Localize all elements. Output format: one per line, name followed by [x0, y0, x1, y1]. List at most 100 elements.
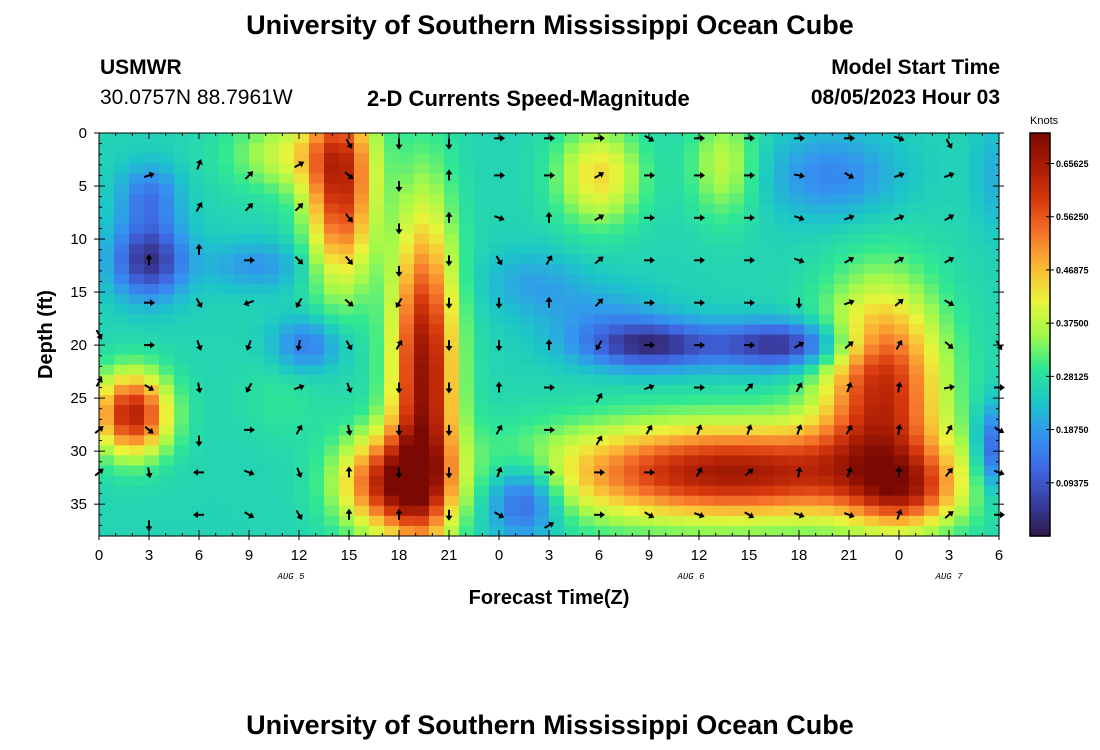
current-vector [744, 134, 755, 142]
heat-cell [744, 274, 760, 285]
heat-cell [789, 415, 805, 426]
heat-cell [819, 435, 835, 446]
heat-cell [234, 263, 250, 275]
heat-cell [354, 515, 370, 527]
heat-cell [864, 163, 880, 174]
heat-cell [384, 495, 400, 507]
heat-cell [864, 525, 880, 537]
heat-cell [489, 243, 505, 255]
heat-cell [399, 133, 415, 144]
colorbar-band [1030, 411, 1050, 416]
heat-cell [879, 223, 895, 235]
heat-cell [234, 203, 250, 215]
heat-cell [714, 183, 730, 195]
heat-cell [309, 233, 325, 245]
heat-cell [879, 354, 895, 366]
heat-cell [654, 405, 670, 416]
heat-cell [864, 334, 880, 346]
vector-head [243, 299, 250, 307]
heat-cell [924, 233, 940, 245]
heat-cell [504, 163, 520, 174]
vector-head [548, 521, 555, 528]
heat-cell [504, 314, 520, 326]
speed-heatmap [99, 133, 1000, 537]
heat-cell [189, 324, 205, 336]
current-vector [895, 466, 903, 478]
heat-cell [849, 445, 865, 456]
heat-cell [879, 324, 895, 336]
heat-cell [954, 274, 970, 285]
heat-cell [924, 525, 940, 537]
heat-cell [489, 253, 505, 265]
heat-cell [249, 213, 265, 225]
heat-cell [714, 525, 730, 537]
heat-cell [384, 425, 400, 436]
heat-cell [909, 153, 925, 164]
heat-cell [339, 243, 355, 255]
heat-cell [654, 314, 670, 326]
heat-cell [849, 505, 865, 517]
heat-cell [369, 475, 385, 487]
heat-cell [744, 515, 760, 527]
colorbar-band [1030, 431, 1050, 436]
heat-cell [669, 213, 685, 225]
heat-cell [819, 223, 835, 235]
heat-cell [324, 233, 340, 245]
current-vector [893, 171, 905, 179]
x-tick-label: 15 [741, 547, 758, 564]
heat-cell [834, 294, 850, 305]
heat-cell [114, 334, 130, 346]
heat-cell [144, 445, 160, 456]
heat-cell [144, 314, 160, 326]
heat-cell [759, 515, 775, 527]
heat-cell [279, 354, 295, 366]
heat-cell [654, 133, 670, 144]
current-vector [544, 521, 555, 529]
heat-cell [639, 334, 655, 346]
heat-cell [864, 374, 880, 386]
heat-cell [834, 455, 850, 467]
heat-cell [294, 415, 310, 426]
heat-cell [414, 405, 430, 416]
heat-cell [759, 455, 775, 467]
heat-cell [864, 173, 880, 184]
colorbar-band [1030, 341, 1050, 346]
heat-cell [489, 515, 505, 527]
vector-head [897, 298, 904, 305]
current-vector [744, 468, 754, 477]
vector-head [296, 513, 303, 520]
heat-cell [324, 374, 340, 386]
heat-cell [369, 374, 385, 386]
heat-cell [909, 525, 925, 537]
vector-head [545, 296, 553, 302]
heat-cell [114, 183, 130, 195]
heat-cell [309, 384, 325, 396]
heat-cell [99, 394, 115, 406]
heat-cell [339, 173, 355, 184]
heat-cell [579, 495, 595, 507]
heat-cell [234, 284, 250, 295]
heat-cell [729, 213, 745, 225]
heat-cell [144, 455, 160, 467]
vector-head [147, 427, 154, 434]
heat-cell [684, 324, 700, 336]
heat-cell [699, 415, 715, 426]
heat-cell [519, 153, 535, 164]
heat-cell [369, 233, 385, 245]
heat-cell [984, 394, 1000, 406]
heat-cell [309, 515, 325, 527]
heat-cell [564, 374, 580, 386]
heat-cell [369, 445, 385, 456]
heat-cell [804, 344, 820, 356]
heat-cell [909, 394, 925, 406]
heat-cell [429, 203, 445, 215]
heat-cell [399, 223, 415, 235]
heat-cell [849, 405, 865, 416]
colorbar-band [1030, 401, 1050, 406]
current-vector [395, 223, 403, 235]
heat-cell [804, 485, 820, 497]
heat-cell [804, 354, 820, 366]
heat-cell [414, 203, 430, 215]
heat-cell [294, 133, 310, 144]
colorbar-tick-label: 0.28125 [1056, 372, 1089, 382]
